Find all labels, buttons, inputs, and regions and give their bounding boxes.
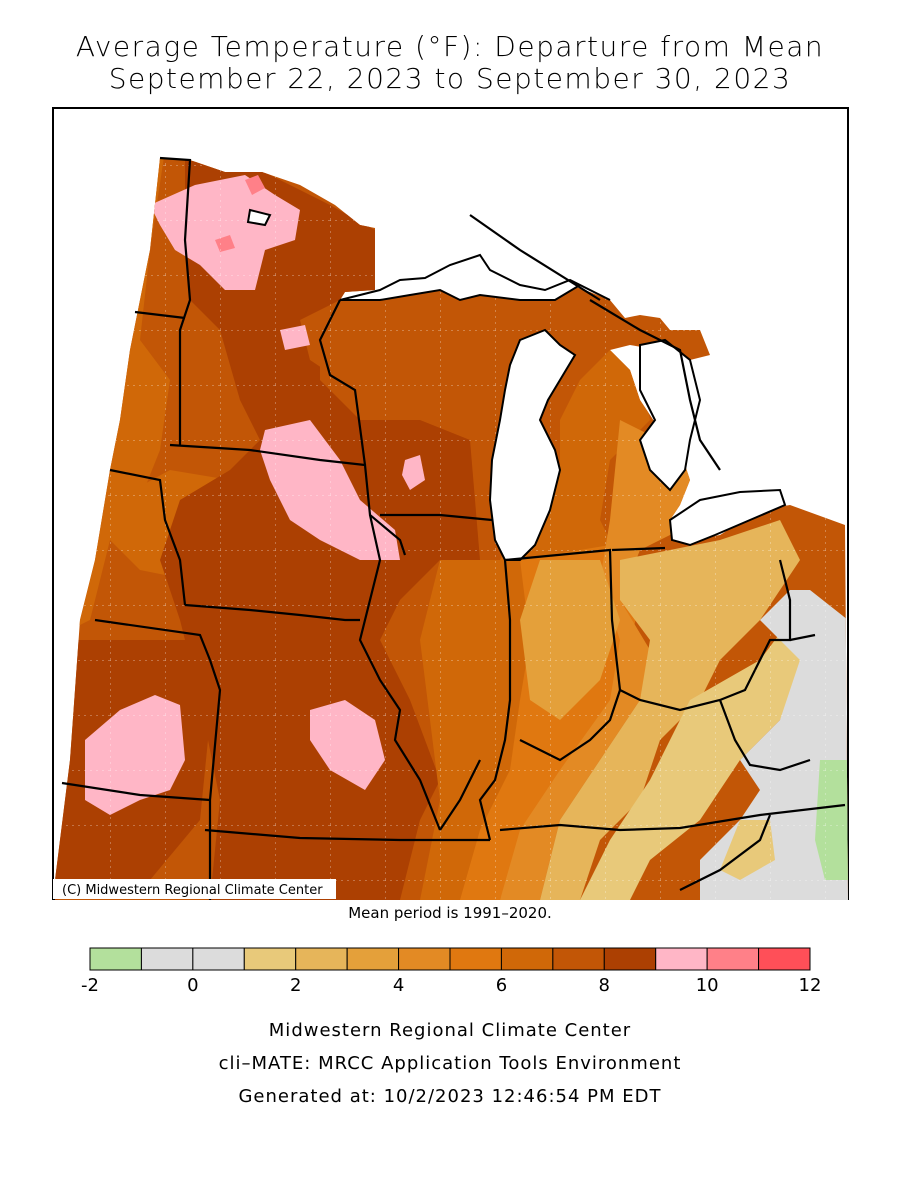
legend-tick-label: 2 bbox=[289, 975, 302, 996]
legend-tick-label: 6 bbox=[495, 975, 508, 996]
legend-swatch bbox=[243, 947, 297, 971]
legend-tick-label: 4 bbox=[392, 975, 405, 996]
state-borders bbox=[61, 156, 846, 900]
legend-swatch bbox=[603, 947, 657, 971]
map-title-line2: September 22, 2023 to September 30, 2023 bbox=[108, 62, 792, 95]
legend-swatch bbox=[346, 947, 400, 971]
legend-swatch bbox=[192, 947, 245, 971]
footer-line1: Midwestern Regional Climate Center bbox=[268, 1020, 632, 1041]
lake-winnipeg-area bbox=[246, 208, 272, 227]
lake-erie bbox=[668, 488, 787, 547]
footer-line3: Generated at: 10/2/2023 12:46:54 PM EDT bbox=[238, 1086, 662, 1107]
legend-tick-label: 10 bbox=[695, 975, 719, 996]
legend-swatch bbox=[140, 947, 194, 971]
legend-swatch bbox=[706, 947, 760, 971]
legend-swatch bbox=[398, 947, 451, 971]
legend-tick-label: 12 bbox=[798, 975, 822, 996]
legend-tick-label: 8 bbox=[598, 975, 610, 996]
legend-swatch bbox=[500, 947, 554, 971]
legend-colorbar bbox=[89, 947, 811, 971]
map-title-line1: Average Temperature (°F): Departure from… bbox=[75, 30, 825, 63]
lake-superior bbox=[339, 253, 611, 302]
copyright-box bbox=[53, 879, 336, 899]
legend-swatch bbox=[89, 947, 142, 971]
footer-line2: cli–MATE: MRCC Application Tools Environ… bbox=[218, 1053, 682, 1074]
great-lakes bbox=[246, 208, 787, 561]
legend-swatch bbox=[552, 947, 605, 971]
legend-swatch bbox=[758, 947, 811, 971]
legend-swatch bbox=[295, 947, 348, 971]
legend-swatch bbox=[655, 947, 708, 971]
mean-period-note: Mean period is 1991–2020. bbox=[348, 904, 552, 922]
legend-swatch bbox=[449, 947, 502, 971]
lake-michigan bbox=[488, 328, 577, 561]
legend-tick-label: 0 bbox=[187, 975, 199, 996]
legend-tick-label: -2 bbox=[81, 975, 99, 996]
copyright-text: (C) Midwestern Regional Climate Center bbox=[62, 883, 323, 898]
